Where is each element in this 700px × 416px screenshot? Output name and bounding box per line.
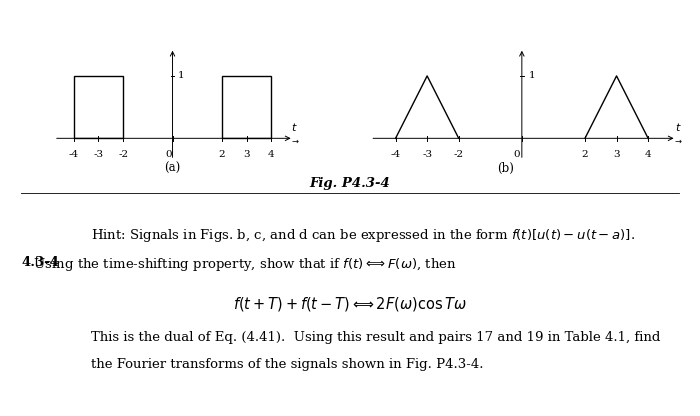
Text: 2: 2 <box>582 149 588 158</box>
Text: (b): (b) <box>498 162 514 175</box>
Bar <box>74 76 123 138</box>
Text: 1: 1 <box>178 72 185 80</box>
Text: This is the dual of Eq. (4.41).  Using this result and pairs 17 and 19 in Table : This is the dual of Eq. (4.41). Using th… <box>91 331 660 344</box>
Text: 4: 4 <box>268 149 274 158</box>
Text: Hint: Signals in Figs. b, c, and d can be expressed in the form $f(t)[u(t) - u(t: Hint: Signals in Figs. b, c, and d can b… <box>91 227 635 244</box>
Text: -4: -4 <box>69 149 79 158</box>
Text: $\rightarrow$: $\rightarrow$ <box>673 136 683 145</box>
Text: -4: -4 <box>391 149 400 158</box>
Text: Using the time-shifting property, show that if $f(t) \Longleftrightarrow F(\omeg: Using the time-shifting property, show t… <box>21 256 456 273</box>
Text: 4: 4 <box>645 149 652 158</box>
Bar <box>222 76 272 138</box>
Text: Fig. P4.3-4: Fig. P4.3-4 <box>309 177 391 190</box>
Text: (a): (a) <box>164 162 181 175</box>
Text: -2: -2 <box>118 149 128 158</box>
Text: 0: 0 <box>165 149 172 158</box>
Text: $\rightarrow$: $\rightarrow$ <box>290 136 300 145</box>
Text: -2: -2 <box>454 149 464 158</box>
Text: 2: 2 <box>218 149 225 158</box>
Text: $t$: $t$ <box>675 121 682 133</box>
Text: the Fourier transforms of the signals shown in Fig. P4.3-4.: the Fourier transforms of the signals sh… <box>91 358 484 371</box>
Text: $t$: $t$ <box>291 121 298 133</box>
Text: 3: 3 <box>244 149 250 158</box>
Text: -3: -3 <box>422 149 432 158</box>
Text: $f(t+T) + f(t-T) \Longleftrightarrow 2F(\omega)\cos T\omega$: $f(t+T) + f(t-T) \Longleftrightarrow 2F(… <box>233 295 467 313</box>
Text: 1: 1 <box>528 72 536 80</box>
Text: -3: -3 <box>93 149 104 158</box>
Text: 4.3-4: 4.3-4 <box>21 256 59 269</box>
Text: 3: 3 <box>613 149 620 158</box>
Text: 0: 0 <box>514 149 520 158</box>
